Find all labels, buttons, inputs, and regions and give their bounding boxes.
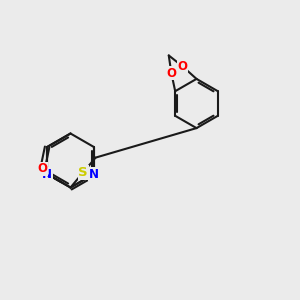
Text: S: S <box>78 166 88 179</box>
Text: O: O <box>178 60 188 73</box>
Text: O: O <box>38 162 48 175</box>
Text: O: O <box>166 67 176 80</box>
Text: N: N <box>89 167 99 181</box>
Text: N: N <box>42 167 52 181</box>
